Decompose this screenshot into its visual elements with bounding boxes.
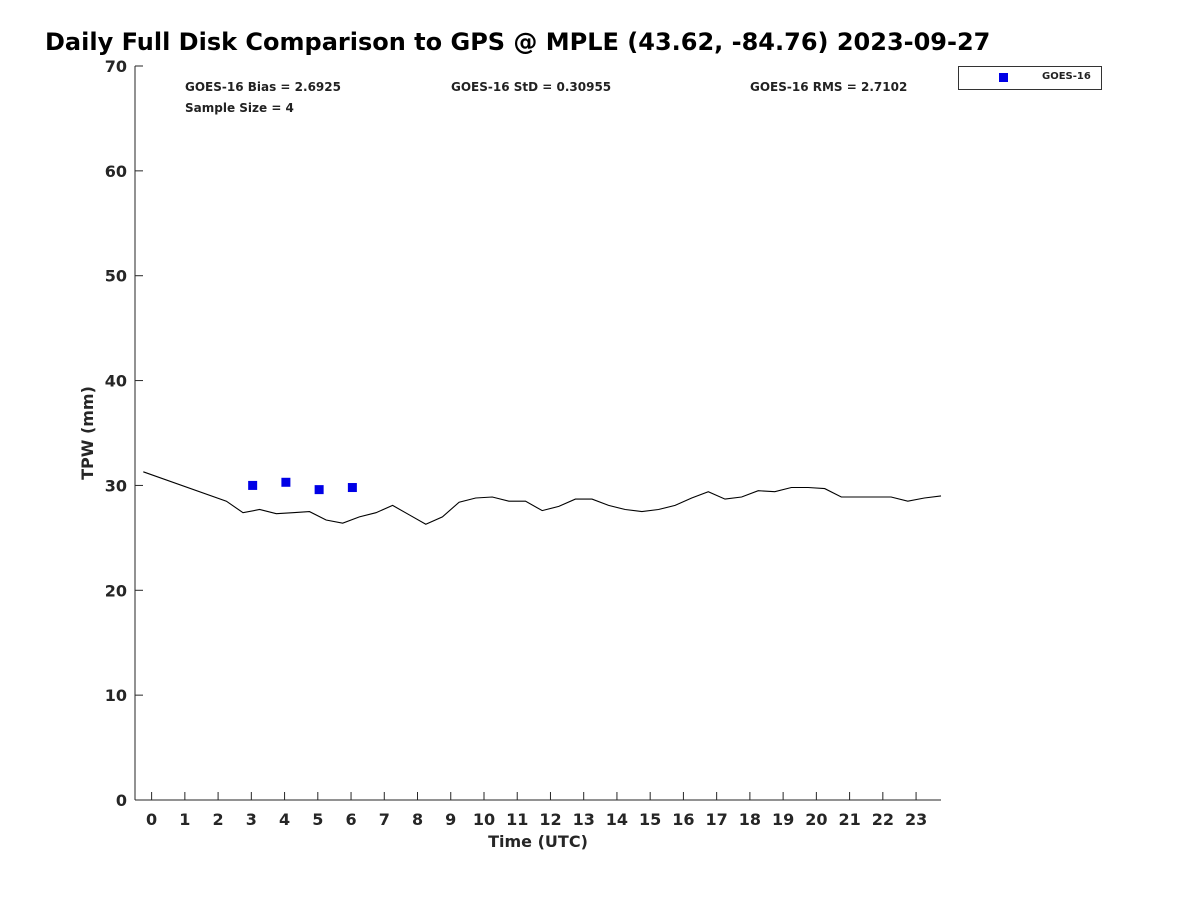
y-tick-label: 10 [105,686,127,705]
x-tick-label: 0 [146,810,157,829]
x-tick-label: 3 [246,810,257,829]
x-tick-label: 17 [706,810,728,829]
x-tick-label: 21 [838,810,860,829]
goes16-point [314,485,324,495]
tpw-line-series [143,471,942,525]
x-tick-label: 10 [473,810,495,829]
std-stat: GOES-16 StD = 0.30955 [451,80,612,94]
legend: GOES-16 [958,66,1102,90]
bias-stat: GOES-16 Bias = 2.6925 [185,80,341,94]
y-tick-label: 40 [105,372,127,391]
y-axis-label: TPW (mm) [78,386,97,480]
x-tick-label: 12 [539,810,561,829]
x-tick-label: 1 [179,810,190,829]
x-tick-label: 4 [279,810,290,829]
chart-title: Daily Full Disk Comparison to GPS @ MPLE… [45,28,991,56]
y-tick-label: 20 [105,581,127,600]
goes16-point [281,477,291,487]
y-tick-label: 30 [105,476,127,495]
y-tick-label: 0 [116,791,127,810]
y-tick-label: 60 [105,162,127,181]
x-tick-label: 5 [312,810,323,829]
x-tick-label: 16 [672,810,694,829]
x-tick-label: 2 [213,810,224,829]
legend-marker [999,73,1008,82]
goes16-point [248,480,258,490]
x-tick-label: 13 [573,810,595,829]
x-axis-label: Time (UTC) [488,832,588,851]
goes16-point [347,483,357,493]
x-tick-label: 9 [445,810,456,829]
legend-label: GOES-16 [1042,71,1091,82]
x-tick-label: 19 [772,810,794,829]
x-tick-label: 15 [639,810,661,829]
x-tick-label: 6 [345,810,356,829]
x-tick-label: 20 [805,810,827,829]
y-tick-label: 50 [105,267,127,286]
x-tick-label: 23 [905,810,927,829]
x-tick-label: 18 [739,810,761,829]
x-tick-label: 14 [606,810,628,829]
x-tick-label: 7 [379,810,390,829]
rms-stat: GOES-16 RMS = 2.7102 [750,80,908,94]
y-tick-label: 70 [105,57,127,76]
x-tick-label: 8 [412,810,423,829]
x-tick-label: 22 [872,810,894,829]
x-tick-label: 11 [506,810,528,829]
plot-area [143,471,942,525]
sample-size-stat: Sample Size = 4 [185,101,294,115]
